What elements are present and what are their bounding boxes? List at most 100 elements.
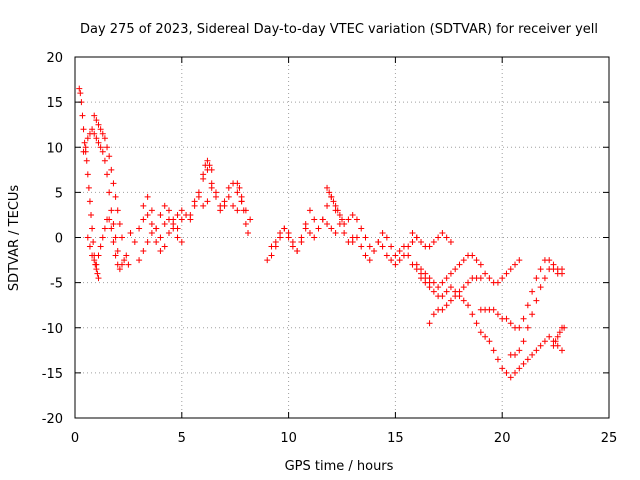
- y-axis-label: SDTVAR / TECUs: [7, 185, 22, 292]
- data-point: [439, 229, 446, 236]
- data-point: [533, 347, 540, 354]
- data-point: [554, 333, 561, 340]
- data-point: [106, 153, 113, 160]
- data-point: [86, 243, 93, 250]
- data-point: [268, 252, 275, 259]
- data-point: [153, 225, 160, 232]
- data-point: [178, 207, 185, 214]
- data-point: [516, 365, 523, 372]
- data-point: [550, 266, 557, 273]
- data-point: [383, 252, 390, 259]
- data-point: [426, 275, 433, 282]
- series-branch-c: [426, 257, 523, 327]
- data-point: [247, 216, 254, 223]
- data-point: [110, 180, 117, 187]
- data-point: [95, 275, 102, 282]
- data-point: [435, 284, 442, 291]
- data-point: [101, 157, 108, 164]
- data-point: [435, 234, 442, 241]
- data-point: [89, 225, 96, 232]
- data-point: [426, 284, 433, 291]
- data-point: [546, 333, 553, 340]
- data-point: [281, 225, 288, 232]
- data-point: [153, 239, 160, 246]
- data-point: [552, 338, 559, 345]
- series-ripple-2: [136, 225, 185, 264]
- data-point: [191, 198, 198, 205]
- data-point: [332, 202, 339, 209]
- data-point: [418, 275, 425, 282]
- data-point: [112, 234, 119, 241]
- data-point: [311, 234, 318, 241]
- data-point: [236, 184, 243, 191]
- data-point: [93, 135, 100, 142]
- data-point: [537, 342, 544, 349]
- series-branch-a: [413, 252, 484, 291]
- data-point: [388, 257, 395, 264]
- data-point: [84, 234, 91, 241]
- data-point: [413, 234, 420, 241]
- data-point: [422, 270, 429, 277]
- data-point: [99, 234, 106, 241]
- data-point: [396, 248, 403, 255]
- data-point: [234, 180, 241, 187]
- data-point: [326, 189, 333, 196]
- data-point: [101, 135, 108, 142]
- data-point: [418, 266, 425, 273]
- data-point: [392, 261, 399, 268]
- series-branch-e: [507, 266, 566, 358]
- data-point: [439, 279, 446, 286]
- data-point: [140, 216, 147, 223]
- data-point: [520, 360, 527, 367]
- y-tick-label: -15: [42, 367, 63, 382]
- data-point: [529, 288, 536, 295]
- data-point: [212, 189, 219, 196]
- data-point: [89, 126, 96, 133]
- data-point: [512, 369, 519, 376]
- data-point: [499, 275, 506, 282]
- data-point: [324, 220, 331, 227]
- data-point: [95, 121, 102, 128]
- data-point: [101, 225, 108, 232]
- data-point: [341, 229, 348, 236]
- data-point: [144, 211, 151, 218]
- data-point: [512, 261, 519, 268]
- data-point: [77, 90, 84, 97]
- grid-layer: [75, 57, 609, 418]
- data-point: [225, 193, 232, 200]
- data-point: [349, 239, 356, 246]
- data-point: [447, 270, 454, 277]
- data-point: [200, 171, 207, 178]
- data-point: [447, 239, 454, 246]
- data-point: [294, 248, 301, 255]
- data-point: [430, 239, 437, 246]
- data-point: [460, 284, 467, 291]
- data-point: [494, 311, 501, 318]
- data-point: [430, 288, 437, 295]
- data-point: [482, 270, 489, 277]
- data-point: [118, 261, 125, 268]
- data-point: [520, 315, 527, 322]
- data-point: [537, 266, 544, 273]
- series-late-morning: [234, 180, 252, 236]
- data-point: [559, 270, 566, 277]
- data-point: [371, 248, 378, 255]
- data-point: [187, 211, 194, 218]
- data-point: [94, 270, 101, 277]
- data-point: [302, 225, 309, 232]
- data-point: [460, 297, 467, 304]
- data-point: [84, 135, 91, 142]
- data-point: [91, 257, 98, 264]
- data-point: [426, 243, 433, 250]
- data-point: [204, 157, 211, 164]
- data-point: [81, 139, 88, 146]
- data-point: [516, 324, 523, 331]
- data-point: [328, 193, 335, 200]
- data-point: [85, 184, 92, 191]
- data-point: [221, 202, 228, 209]
- data-point: [422, 279, 429, 286]
- data-point: [136, 225, 143, 232]
- data-point: [541, 275, 548, 282]
- series-early-high: [76, 85, 102, 282]
- data-point: [110, 239, 117, 246]
